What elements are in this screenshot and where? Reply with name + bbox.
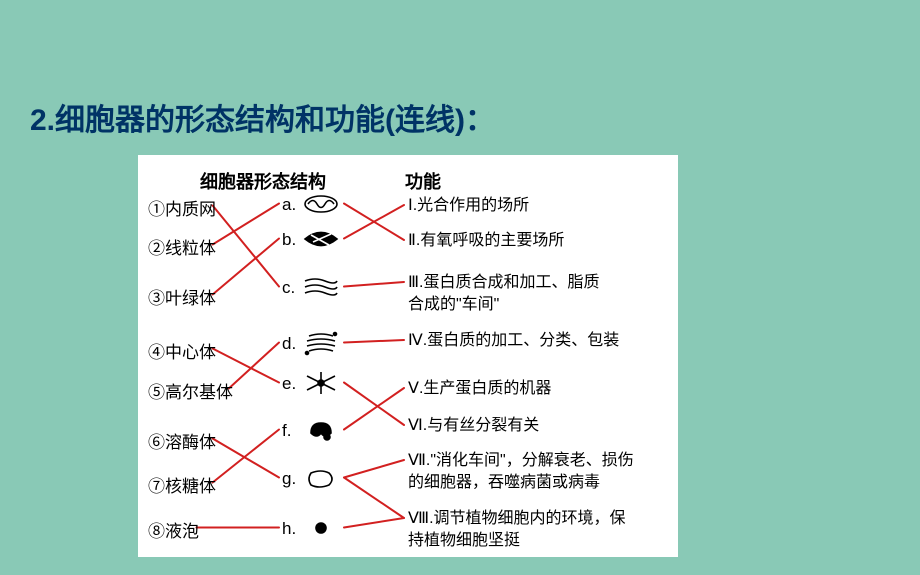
shape-label-1: b. [282, 230, 296, 250]
shape-label-2: c. [282, 278, 295, 298]
diagram-box: 细胞器形态结构功能①内质网②线粒体③叶绿体④中心体⑤高尔基体⑥溶酶体⑦核糖体⑧液… [138, 155, 678, 557]
function-1: Ⅱ.有氧呼吸的主要场所 [408, 230, 564, 252]
function-3: Ⅳ.蛋白质的加工、分类、包装 [408, 330, 619, 352]
function-6: Ⅶ."消化车间"，分解衰老、损伤的细胞器，吞噬病菌或病毒 [408, 450, 634, 493]
ribosome-icon [300, 417, 342, 448]
organelle-2: ③叶绿体 [148, 284, 216, 309]
vacuole-icon [300, 515, 342, 546]
slide-title: 2.细胞器的形态结构和功能(连线)： [30, 95, 495, 139]
chloroplast-icon [300, 226, 342, 257]
shape-label-0: a. [282, 195, 296, 215]
function-5: Ⅵ.与有丝分裂有关 [408, 415, 539, 437]
shape-label-6: g. [282, 469, 296, 489]
function-7: Ⅷ.调节植物细胞内的环境，保持植物细胞坚挺 [408, 508, 626, 551]
organelle-6: ⑦核糖体 [148, 472, 216, 497]
function-2: Ⅲ.蛋白质合成和加工、脂质合成的"车间" [408, 272, 600, 315]
mitochondria-icon [300, 191, 342, 222]
function-4: Ⅴ.生产蛋白质的机器 [408, 378, 551, 400]
shape-label-7: h. [282, 519, 296, 539]
shape-label-5: f. [282, 421, 291, 441]
organelle-3: ④中心体 [148, 338, 216, 363]
organelle-0: ①内质网 [148, 195, 216, 220]
golgi-icon [300, 330, 342, 361]
slide: 2.细胞器的形态结构和功能(连线)： 细胞器形态结构功能①内质网②线粒体③叶绿体… [0, 0, 920, 575]
function-0: Ⅰ.光合作用的场所 [408, 195, 529, 217]
er-icon [300, 274, 342, 305]
organelle-7: ⑧液泡 [148, 517, 199, 542]
centrosome-icon [300, 370, 342, 401]
organelle-4: ⑤高尔基体 [148, 378, 233, 403]
organelle-1: ②线粒体 [148, 234, 216, 259]
organelle-5: ⑥溶酶体 [148, 428, 216, 453]
header-function: 功能 [405, 168, 441, 194]
shape-label-3: d. [282, 334, 296, 354]
shape-label-4: e. [282, 374, 296, 394]
lysosome-icon [300, 465, 342, 496]
